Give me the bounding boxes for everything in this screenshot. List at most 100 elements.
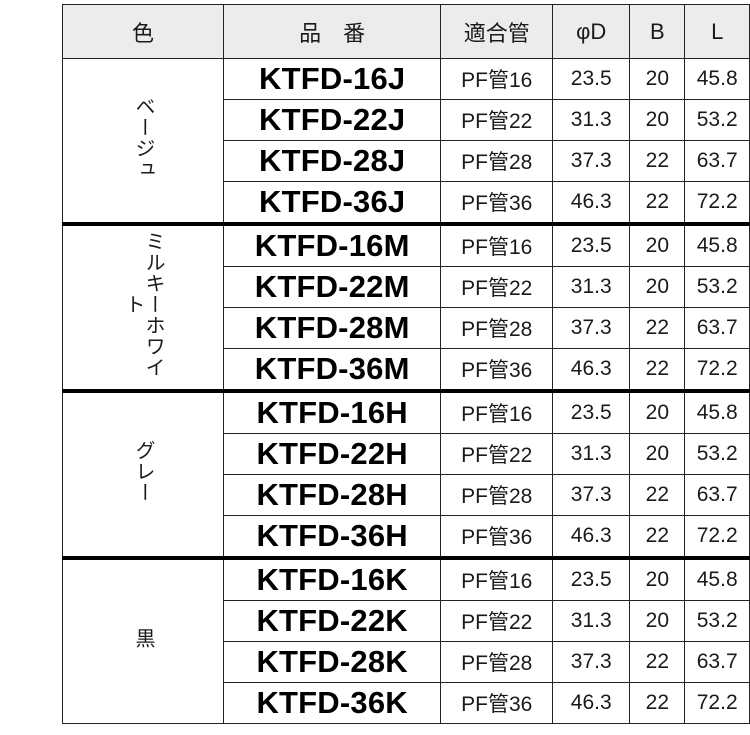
color-label: ベージュ [132,95,154,180]
b-cell: 20 [629,58,686,100]
product-code: KTFD-16K [222,556,442,601]
b-cell: 20 [629,266,686,308]
table-row: KTFD-36H PF管36 46.3 22 72.2 [63,515,750,559]
b-cell: 22 [629,181,686,225]
l-cell: 53.2 [684,99,750,141]
diameter-cell: 37.3 [552,307,631,349]
color-label: ミルキーホワイト [122,231,164,378]
product-code: KTFD-22J [222,99,442,141]
l-cell: 53.2 [684,433,750,475]
pipe-cell: PF管22 [440,433,554,475]
header-diameter: φD [552,4,631,59]
b-cell: 22 [629,682,686,724]
b-cell: 20 [629,389,686,434]
table-row: ミルキーホワイト KTFD-16M PF管16 23.5 20 45.8 [62,222,750,392]
diameter-cell: 31.3 [552,266,631,308]
color-label: 黒 [132,628,154,649]
diameter-cell: 37.3 [552,474,631,516]
product-code: KTFD-36H [222,515,442,559]
pipe-cell: PF管28 [440,641,554,683]
product-spec-table: 色 品 番 適合管 φD B L ベージュ KTFD-16J PF管16 23.5 20… [62,4,750,724]
l-cell: 53.2 [684,266,750,308]
product-code: KTFD-28M [222,307,442,349]
diameter-cell: 46.3 [552,348,631,392]
table-row: KTFD-22J PF管22 31.3 20 53.2 [63,99,750,141]
color-cell: グレー [62,389,224,559]
header-product: 品 番 [222,4,442,59]
diameter-cell: 37.3 [552,140,631,182]
product-code: KTFD-36J [222,181,442,225]
product-code: KTFD-22M [222,266,442,308]
b-cell: 22 [629,641,686,683]
l-cell: 45.8 [684,389,750,434]
l-cell: 63.7 [684,140,750,182]
pipe-cell: PF管22 [440,99,554,141]
color-label: グレー [132,440,154,503]
pipe-cell: PF管22 [440,600,554,642]
l-cell: 45.8 [684,222,750,267]
product-code: KTFD-36K [222,682,442,724]
table-row: KTFD-36M PF管36 46.3 22 72.2 [63,348,750,392]
l-cell: 45.8 [684,556,750,601]
b-cell: 22 [629,474,686,516]
diameter-cell: 31.3 [552,600,631,642]
diameter-cell: 46.3 [552,181,631,225]
b-cell: 22 [629,348,686,392]
l-cell: 72.2 [684,515,750,559]
header-pipe: 適合管 [440,4,554,59]
l-cell: 53.2 [684,600,750,642]
product-code: KTFD-36M [222,348,442,392]
pipe-cell: PF管28 [440,307,554,349]
l-cell: 63.7 [684,474,750,516]
diameter-cell: 23.5 [552,222,631,267]
l-cell: 72.2 [684,181,750,225]
pipe-cell: PF管28 [440,474,554,516]
pipe-cell: PF管16 [440,222,554,267]
product-code: KTFD-28J [222,140,442,182]
product-code: KTFD-28K [222,641,442,683]
table-row: KTFD-36K PF管36 46.3 22 72.2 [63,682,750,724]
color-cell: 黒 [62,556,224,724]
l-cell: 63.7 [684,307,750,349]
pipe-cell: PF管36 [440,682,554,724]
pipe-cell: PF管36 [440,181,554,225]
b-cell: 20 [629,222,686,267]
diameter-cell: 46.3 [552,682,631,724]
pipe-cell: PF管36 [440,348,554,392]
pipe-cell: PF管28 [440,140,554,182]
l-cell: 63.7 [684,641,750,683]
diameter-cell: 31.3 [552,433,631,475]
table-row: ベージュ KTFD-16J PF管16 23.5 20 45.8 [62,58,750,225]
product-code: KTFD-16H [222,389,442,434]
diameter-cell: 23.5 [552,58,631,100]
product-code: KTFD-22H [222,433,442,475]
product-code: KTFD-16M [222,222,442,267]
pipe-cell: PF管16 [440,556,554,601]
table-row: KTFD-22H PF管22 31.3 20 53.2 [63,433,750,475]
diameter-cell: 46.3 [552,515,631,559]
table-row: KTFD-28H PF管28 37.3 22 63.7 [63,474,750,516]
table-row: グレー KTFD-16H PF管16 23.5 20 45.8 [62,389,750,559]
diameter-cell: 37.3 [552,641,631,683]
pipe-cell: PF管16 [440,389,554,434]
l-cell: 72.2 [684,682,750,724]
table-row: KTFD-22K PF管22 31.3 20 53.2 [63,600,750,642]
header-l: L [684,4,750,59]
l-cell: 45.8 [684,58,750,100]
b-cell: 22 [629,307,686,349]
diameter-cell: 31.3 [552,99,631,141]
pipe-cell: PF管16 [440,58,554,100]
table-row: KTFD-36J PF管36 46.3 22 72.2 [63,181,750,225]
b-cell: 20 [629,433,686,475]
table-row: KTFD-28J PF管28 37.3 22 63.7 [63,140,750,182]
product-code: KTFD-16J [222,58,442,100]
header-b: B [629,4,686,59]
b-cell: 20 [629,600,686,642]
diameter-cell: 23.5 [552,556,631,601]
l-cell: 72.2 [684,348,750,392]
header-row: 色 品 番 適合管 φD B L [62,4,750,59]
pipe-cell: PF管36 [440,515,554,559]
pipe-cell: PF管22 [440,266,554,308]
diameter-cell: 23.5 [552,389,631,434]
color-cell: ミルキーホワイト [62,222,224,392]
